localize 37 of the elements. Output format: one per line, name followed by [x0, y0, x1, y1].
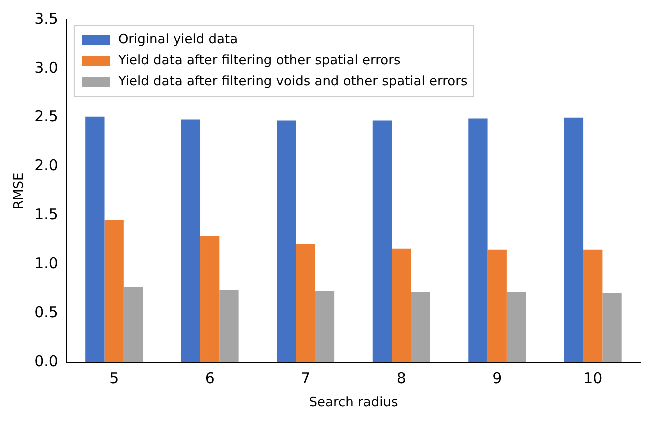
y-tick-label: 0.5 [34, 303, 58, 322]
y-tick-label: 2.5 [34, 108, 58, 126]
legend-label: Yield data after filtering voids and other spatial errors [117, 74, 468, 90]
y-tick-label: 3.0 [34, 58, 58, 77]
bar [411, 292, 430, 362]
bar [124, 287, 144, 362]
bar [315, 290, 335, 362]
x-tick-label: 7 [301, 369, 311, 388]
bar [372, 120, 392, 362]
x-tick-label: 9 [492, 369, 502, 388]
x-tick-label: 6 [205, 369, 215, 388]
bar [86, 116, 105, 362]
bar [602, 292, 622, 362]
y-tick-label: 0.0 [34, 352, 58, 370]
bar [104, 220, 124, 362]
x-tick-label: 10 [584, 369, 603, 388]
bar [506, 292, 526, 362]
bar [488, 250, 507, 362]
y-axis-title: RMSE [12, 172, 28, 210]
bar [296, 244, 316, 362]
y-tick-label: 1.0 [34, 254, 58, 272]
bar [584, 250, 603, 362]
legend-label: Original yield data [118, 32, 238, 48]
x-axis-title: Search radius [309, 396, 398, 411]
bar [277, 120, 296, 362]
bar [468, 118, 488, 362]
y-tick-label: 3.5 [34, 10, 58, 28]
x-tick-label: 5 [110, 369, 120, 388]
y-tick-label: 1.5 [34, 206, 58, 224]
bar [200, 236, 220, 362]
y-tick-label: 2.0 [34, 156, 58, 175]
legend-label: Yield data after filtering other spatial errors [117, 53, 401, 68]
x-tick-label: 8 [396, 369, 406, 388]
bar [181, 120, 201, 362]
bar [564, 118, 584, 362]
bar [220, 290, 239, 362]
bar [392, 248, 412, 362]
